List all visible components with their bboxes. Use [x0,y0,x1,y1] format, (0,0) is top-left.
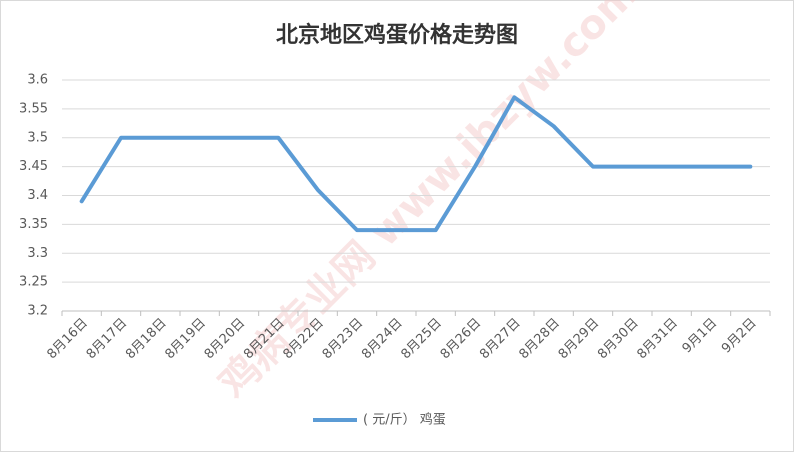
y-tick-label: 3.2 [27,304,48,319]
y-tick-label: 3.25 [19,275,48,290]
y-tick-label: 3.55 [19,101,48,116]
y-tick-label: 3.45 [19,159,48,174]
y-tick-label: 3.6 [27,73,48,88]
y-tick-label: 3.35 [19,217,48,232]
data-line [79,95,753,233]
chart-title: 北京地区鸡蛋价格走势图 [276,22,518,48]
y-tick-label: 3.3 [27,246,48,261]
y-tick-label: 3.4 [27,188,48,203]
y-tick-label: 3.5 [27,130,48,145]
legend-label: ( 元/斤） 鸡蛋 [363,412,446,428]
